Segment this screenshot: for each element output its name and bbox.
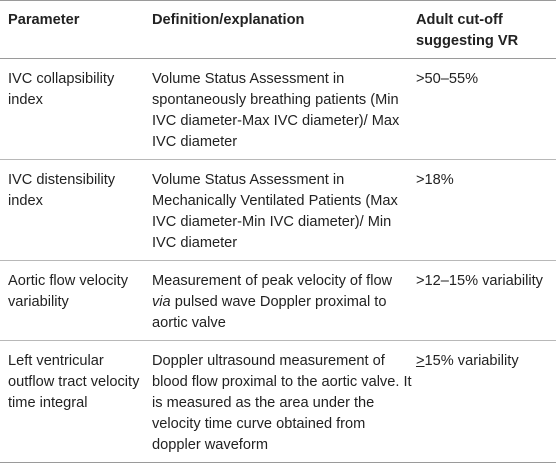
row-cutoff: >18% (412, 159, 556, 261)
row-cutoff: >12–15% variability (412, 260, 556, 341)
table-row: Left ventricular outflow tract velocity … (0, 340, 556, 463)
row-parameter: Aortic flow velocity variability (0, 260, 146, 341)
row-definition: Volume Status Assessment in spontaneousl… (146, 58, 412, 160)
row-cutoff: >15% variability (412, 340, 556, 463)
table-row: IVC collapsibility index Volume Status A… (0, 58, 556, 160)
cutoff-text: 15% variability (424, 353, 519, 369)
row-cutoff: >50–55% (412, 58, 556, 160)
header-row: Parameter Definition/explanation Adult c… (0, 0, 556, 59)
header-cutoff: Adult cut-off suggesting VR (412, 0, 556, 59)
row-parameter: IVC distensibility index (0, 159, 146, 261)
row-parameter: IVC collapsibility index (0, 58, 146, 160)
definition-italic-text: via (152, 294, 171, 310)
header-parameter: Parameter (0, 0, 146, 59)
table-row: IVC distensibility index Volume Status A… (0, 159, 556, 261)
definition-text: pulsed wave Doppler proximal to aortic v… (152, 294, 387, 331)
greater-equal-symbol: > (416, 353, 425, 369)
row-definition: Measurement of peak velocity of flow via… (146, 260, 412, 341)
definition-text: Measurement of peak velocity of flow (152, 273, 393, 289)
row-definition: Volume Status Assessment in Mechanically… (146, 159, 412, 261)
row-definition: Doppler ultrasound measurement of blood … (146, 340, 412, 463)
table-row: Aortic flow velocity variability Measure… (0, 260, 556, 341)
header-definition: Definition/explanation (146, 0, 412, 59)
row-parameter: Left ventricular outflow tract velocity … (0, 340, 146, 463)
